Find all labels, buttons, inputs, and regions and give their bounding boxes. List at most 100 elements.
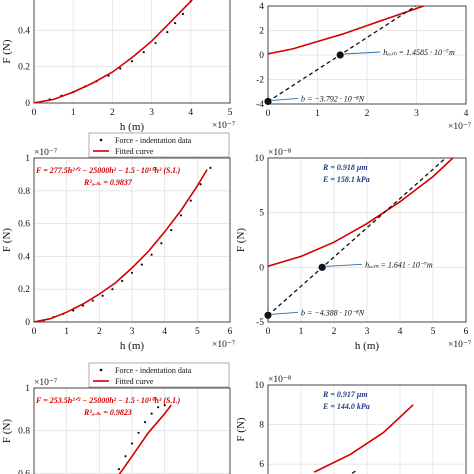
- data-point: [101, 294, 104, 297]
- data-point: [150, 253, 153, 256]
- y-tick-label: 0: [25, 318, 30, 328]
- modulus-value: E = 158.1 kPa: [322, 175, 370, 184]
- series-group: [268, 158, 454, 316]
- data-point: [121, 279, 124, 283]
- y-axis-label: F (N): [1, 228, 13, 252]
- tangent-line: [268, 158, 447, 316]
- chart-panel-p3: 0 1 2 3 4 5 6 0 0.2 0.4 0.6 0.8 1 h (m) F (N) ×10⁻⁷ ×10⁻…: [1, 132, 235, 352]
- y-tick-label: 0.6: [18, 220, 30, 230]
- axes-frame: [267, 384, 467, 474]
- legend-label-data: Force - indentation data: [115, 366, 192, 375]
- data-point: [137, 431, 140, 434]
- y-tick-label: -2: [256, 76, 264, 86]
- y-tick-label: 0.2: [18, 63, 30, 73]
- fit-r-squared: R²ₐ.ₙ. = 0.9823: [83, 408, 132, 417]
- y-tick-label: 10: [255, 154, 265, 164]
- data-point: [130, 271, 134, 274]
- intercept-annotation: b = −4.388 · 10⁻⁸N: [301, 308, 365, 317]
- data-point: [166, 31, 169, 34]
- chart-panel-p6: 6 8 10 F (N) ×10⁻⁸ R = 0.917 μm E = 144.0 kPa: [235, 375, 467, 474]
- series-group: [117, 403, 172, 474]
- annotation-arrow: [271, 311, 299, 315]
- x-tick-label: 6: [228, 327, 233, 337]
- fitted-curve: [268, 158, 454, 267]
- data-point: [143, 421, 147, 424]
- data-point: [160, 242, 163, 245]
- hcom-annotation: hₑₒₘ = 1.4585 · 10⁻⁷m: [383, 48, 455, 57]
- x-tick-label: 2: [365, 109, 370, 119]
- x-tick-label: 3: [130, 327, 135, 337]
- series-group: [268, 6, 426, 103]
- annotation-arrow: [344, 51, 381, 55]
- key-point: [264, 97, 272, 106]
- fit-equation: F = 277.5h³ᐟ² − 25000h² − 1.5 · 10¹⁰h³ (…: [35, 166, 181, 175]
- data-point: [209, 166, 212, 169]
- y-tick-label: 0: [25, 99, 30, 109]
- y-tick-label: 0.6: [18, 469, 30, 474]
- x-tick-label: 5: [228, 108, 233, 118]
- y-tick-label: -4: [256, 100, 264, 110]
- data-point: [124, 455, 127, 458]
- x-tick-label: 5: [431, 327, 436, 337]
- annotation-arrow: [271, 98, 299, 101]
- key-point: [264, 311, 272, 319]
- data-point: [130, 60, 134, 63]
- y-tick-label: 0.4: [18, 252, 30, 262]
- y-tick-label: 2: [259, 27, 264, 37]
- radius-value: R = 0.917 μm: [322, 390, 368, 399]
- x-tick-label: 1: [299, 327, 304, 337]
- x-tick-label: 1: [315, 109, 320, 119]
- axes-frame: [267, 157, 467, 323]
- data-point: [174, 21, 177, 25]
- y-tick-label: 5: [259, 209, 264, 219]
- x-exponent-label: ×10⁻⁷: [448, 340, 471, 350]
- tangent-line: [268, 6, 417, 103]
- data-point: [170, 229, 173, 232]
- legend-label-data: Force - indentation data: [115, 136, 192, 145]
- data-point: [179, 214, 183, 217]
- data-point: [140, 263, 143, 266]
- x-exponent-label: ×10⁻⁷: [212, 340, 235, 350]
- x-tick-label: 1: [64, 327, 69, 337]
- x-tick-label: 0: [32, 327, 37, 337]
- data-point: [154, 41, 157, 45]
- axes-frame: [33, 157, 231, 323]
- y-tick-label: 4: [259, 2, 264, 12]
- y-tick-label: 0.2: [18, 285, 30, 295]
- key-point: [336, 51, 344, 59]
- fit-r-squared: R²ₐ.ₙ. = 0.9837: [83, 178, 133, 187]
- fitted-curve: [34, 169, 208, 322]
- x-axis-label: h (m): [120, 340, 144, 352]
- legend-label-fit: Fitted curve: [115, 377, 154, 386]
- annotation-arrow: [326, 263, 363, 267]
- y-tick-label: 0: [259, 51, 264, 61]
- x-exponent-label: ×10⁻⁷: [448, 122, 471, 132]
- data-point: [189, 199, 192, 202]
- axes-frame: [33, 387, 231, 474]
- y-axis-label: F (N): [235, 228, 247, 252]
- y-tick-label: 10: [255, 381, 265, 391]
- x-tick-label: 4: [162, 327, 167, 337]
- y-tick-label: 8: [259, 421, 264, 431]
- x-tick-label: 0: [266, 109, 271, 119]
- axes-frame: [267, 5, 467, 105]
- axes-frame: [33, 0, 231, 104]
- x-tick-label: 1: [71, 108, 76, 118]
- y-tick-label: 1: [25, 154, 30, 164]
- chart-panel-p2: 0 1 2 3 4 -4 -2 0 2 4 ×10⁻⁷ hₑₒₘ = 1.4585 · 10⁻⁷m b …: [256, 2, 471, 132]
- x-tick-label: 0: [32, 108, 37, 118]
- y-exponent-label: ×10⁻⁷: [34, 148, 57, 158]
- data-point: [111, 288, 114, 291]
- data-point: [163, 403, 166, 407]
- chart-panel-p5: 0.6 0.8 1 F (N) ×10⁻⁷ Force - indentation dat…: [1, 362, 231, 474]
- data-point: [150, 412, 153, 415]
- x-tick-label: 3: [149, 108, 154, 118]
- series-group: [313, 404, 414, 474]
- x-tick-label: 4: [188, 108, 193, 118]
- series-group: [34, 166, 212, 322]
- data-point: [181, 12, 185, 16]
- data-point: [157, 406, 160, 409]
- x-axis-label: h (m): [120, 121, 144, 133]
- x-tick-label: 2: [332, 327, 337, 337]
